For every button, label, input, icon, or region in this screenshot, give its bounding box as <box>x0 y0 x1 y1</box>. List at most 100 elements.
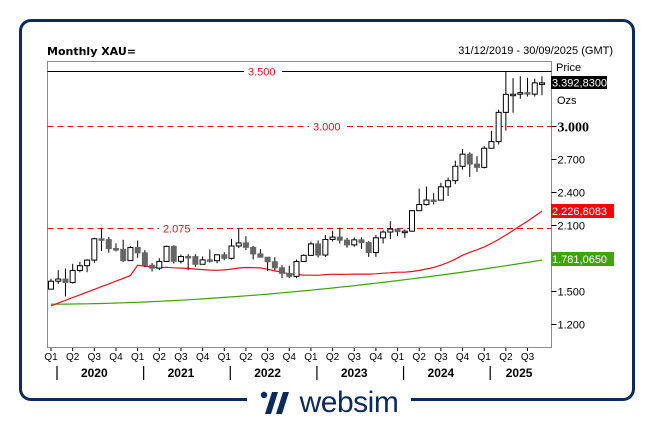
year-label: 2021 <box>168 366 195 380</box>
websim-logo: websim <box>247 386 411 420</box>
candle-body <box>149 264 156 269</box>
price-tick-label: 1.500 <box>558 287 586 299</box>
quarter-label: Q2 <box>66 352 80 363</box>
candle-body <box>365 242 372 254</box>
candle-body <box>423 199 430 206</box>
candle-body <box>437 186 444 201</box>
candle-body <box>228 245 235 259</box>
candle-body <box>69 270 76 284</box>
candle-body <box>372 237 379 254</box>
price-tick-label: 3.000 <box>558 121 590 136</box>
ma-green-badge <box>551 252 614 266</box>
quarter-label: Q4 <box>109 352 123 363</box>
last-price-badge <box>551 76 607 89</box>
candle-body <box>156 260 163 269</box>
year-label: 2023 <box>341 366 368 380</box>
candle-body <box>206 259 213 262</box>
candle-body <box>300 254 307 263</box>
candle-body <box>502 93 509 113</box>
date-range: 31/12/2019 - 30/09/2025 (GMT) <box>458 45 613 57</box>
price-tick-label: 2.100 <box>558 221 586 233</box>
logo-text: websim <box>299 386 399 419</box>
quarter-label: Q3 <box>434 352 448 363</box>
candle-body <box>430 199 437 203</box>
level-label: 3.000 <box>313 122 341 134</box>
candle-body <box>380 231 387 239</box>
quarter-label: Q4 <box>196 352 210 363</box>
candle-body <box>177 255 184 262</box>
candle-body <box>112 248 119 251</box>
ma-green-value: 1.781,0650 <box>552 254 607 266</box>
candle-body <box>98 238 105 241</box>
candle-body <box>141 252 148 266</box>
price-tick-label: 2.700 <box>558 155 586 167</box>
year-label: 2022 <box>254 366 281 380</box>
candle-body <box>84 259 91 267</box>
price-tick-label: 2.400 <box>558 188 586 200</box>
price-axis: 3.000 2.700 2.400 2.100 1.500 1.200 <box>551 121 590 332</box>
candle-body <box>221 254 228 259</box>
ma-red-badge <box>551 204 614 218</box>
price-tick-label: 1.200 <box>558 320 586 332</box>
candle-body <box>257 253 264 258</box>
quarter-label: Q4 <box>369 352 383 363</box>
candle-body <box>286 272 293 277</box>
year-label: 2024 <box>428 366 455 380</box>
candle-body <box>336 236 343 241</box>
quarter-label: Q1 <box>44 352 58 363</box>
candle-body <box>524 92 531 95</box>
candle-body <box>163 245 170 262</box>
quarter-label: Q1 <box>391 352 405 363</box>
candle-body <box>192 256 199 265</box>
candle-body <box>531 82 538 95</box>
candle-body <box>538 82 545 85</box>
candle-body <box>214 254 221 262</box>
candle-body <box>170 245 177 262</box>
quarter-label: Q2 <box>239 352 253 363</box>
year-label: 2025 <box>506 366 533 380</box>
candle-body <box>517 92 524 95</box>
quarter-label: Q4 <box>283 352 297 363</box>
candle-body <box>55 278 62 282</box>
quarter-label: Q3 <box>174 352 188 363</box>
plot-area <box>47 61 552 348</box>
candle-body <box>48 280 54 290</box>
candle-body <box>452 165 459 182</box>
candlesticks <box>48 71 545 297</box>
candle-body <box>315 243 322 256</box>
quarter-label: Q3 <box>261 352 275 363</box>
candle-body <box>62 278 69 284</box>
price-axis-label: Price <box>556 62 581 74</box>
candle-body <box>91 238 98 261</box>
candle-body <box>387 228 394 233</box>
candle-body <box>394 228 401 233</box>
quarter-label: Q3 <box>521 352 535 363</box>
candle-body <box>134 247 141 254</box>
candle-body <box>127 247 134 262</box>
candle-body <box>199 259 206 265</box>
candle-body <box>344 239 351 246</box>
candle-body <box>120 248 127 262</box>
candle-body <box>495 111 502 143</box>
chart-title: Monthly XAU= <box>47 45 136 58</box>
level-label: 3.500 <box>248 67 276 79</box>
ma-red-value: 2.226,8083 <box>552 206 607 218</box>
candle-body <box>242 242 249 248</box>
horizontal-levels: 3.500 3.000 2.075 <box>47 67 552 236</box>
level-label: 2.075 <box>163 224 191 236</box>
quarter-label: Q3 <box>88 352 102 363</box>
candle-body <box>279 267 286 274</box>
quarter-label: Q3 <box>348 352 362 363</box>
candle-body <box>271 261 278 269</box>
candle-body <box>401 230 408 234</box>
candle-body <box>250 246 257 255</box>
candle-body <box>481 147 488 168</box>
year-label: 2020 <box>81 366 108 380</box>
quarter-label: Q2 <box>499 352 513 363</box>
quarter-label: Q2 <box>413 352 427 363</box>
candle-body <box>76 265 83 272</box>
candle-body <box>105 239 112 250</box>
quarter-label: Q2 <box>153 352 167 363</box>
candle-body <box>409 210 415 232</box>
